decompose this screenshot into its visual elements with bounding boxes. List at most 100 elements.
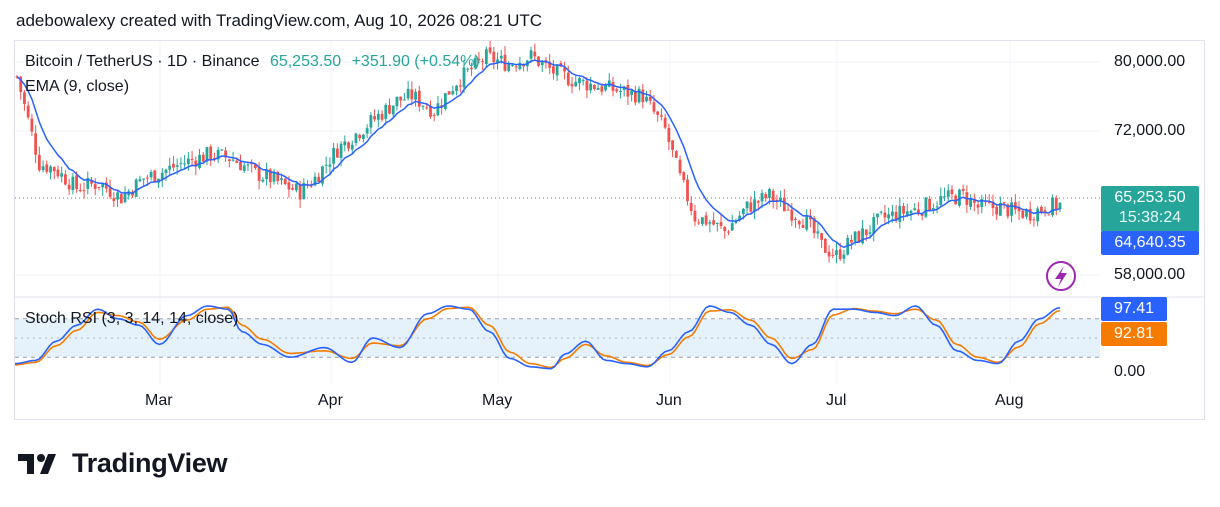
candle-body [1058,202,1062,210]
candle-body [287,182,291,190]
candle-body [317,176,321,183]
candle-body [183,163,187,165]
stoch-legend[interactable]: Stoch RSI (3, 3, 14, 14, close) [25,310,239,327]
ema-legend[interactable]: EMA (9, close) [25,78,130,95]
candle-body [37,154,41,171]
candle-body [991,201,995,208]
candle-body [704,215,708,225]
candle-body [581,80,585,82]
candle-body [1054,197,1058,210]
stoch-d-tag: 92.81 [1101,322,1167,346]
candle-body [782,197,786,212]
candle-body [406,88,410,99]
candle-body [905,211,909,216]
candle-body [976,204,980,208]
candle-body [332,147,336,164]
candle-body [86,178,90,189]
candle-body [324,164,328,166]
candle-body [563,67,566,72]
candle-body [753,199,756,212]
candle-body [1028,208,1032,221]
candle-body [421,105,425,107]
candle-body [741,208,745,215]
candle-body [60,173,64,177]
candle-body [294,183,298,191]
candle-body [1051,197,1054,216]
candle-body [756,200,760,203]
time-tick-apr: Apr [318,392,343,409]
candle-body [347,142,350,149]
candle-body [440,105,444,108]
candle-body [231,159,235,161]
price-tick-80000: 80,000.00 [1114,53,1186,70]
candle-body [429,105,432,117]
candle-body [760,192,764,202]
candle-body [995,206,999,215]
candle-body [26,105,30,118]
candle-body [358,134,362,139]
candle-body [350,144,354,150]
candle-body [980,199,984,208]
candle-body [745,201,749,209]
candle-body [64,174,67,185]
candle-body [917,209,920,214]
lightning-icon[interactable] [1046,261,1076,291]
candle-body [850,239,853,243]
candle-body [175,165,179,167]
candle-body [619,90,622,92]
candle-body [935,206,939,208]
candle-body [786,209,790,211]
candle-body [112,198,116,201]
brand-name: TradingView [72,448,228,478]
price-change: +351.90 (+0.54%) [351,53,480,70]
candle-body [78,189,82,192]
candle-body [414,91,417,100]
brand-logo[interactable]: TradingView [18,448,228,479]
candle-body [436,103,440,116]
candle-body [257,167,261,181]
candle-body [1006,204,1010,217]
candle-body [1010,202,1013,216]
candle-body [596,87,600,90]
candle-body [622,86,626,91]
candle-body [805,215,809,230]
candle-body [1047,214,1051,216]
candle-body [719,222,723,226]
candle-body [298,184,302,200]
candle-body [220,149,224,151]
candle-body [883,212,887,218]
candle-body [663,117,667,128]
candle-body [123,193,127,203]
symbol-label[interactable]: Bitcoin / TetherUS · 1D · Binance [25,53,260,70]
candle-body [864,229,868,235]
candle-body [455,85,458,92]
candle-body [380,113,384,120]
candle-body [566,72,570,86]
candle-body [216,149,220,160]
candle-body [1039,206,1043,212]
candle-body [641,89,645,103]
candle-body [254,164,257,169]
candle-body [499,55,503,59]
stoch-d-line [14,306,1061,369]
candle-body [205,147,209,162]
candle-body [660,115,663,117]
candle-body [529,50,533,59]
ema-price-tag: 64,640.35 [1101,231,1199,255]
candle-body [727,231,730,233]
candle-body [52,167,56,172]
candle-body [768,188,771,198]
candle-body [831,255,835,257]
candle-body [734,220,738,223]
candle-body [738,215,742,221]
candle-body [518,62,522,70]
candle-body [19,76,23,93]
candle-body [570,83,574,87]
candle-body [138,179,142,182]
candle-body [186,158,190,164]
candle-body [41,166,45,171]
stoch-k-tag: 97.41 [1101,297,1167,321]
chart-frame[interactable] [14,40,1205,420]
candle-body [477,58,481,61]
